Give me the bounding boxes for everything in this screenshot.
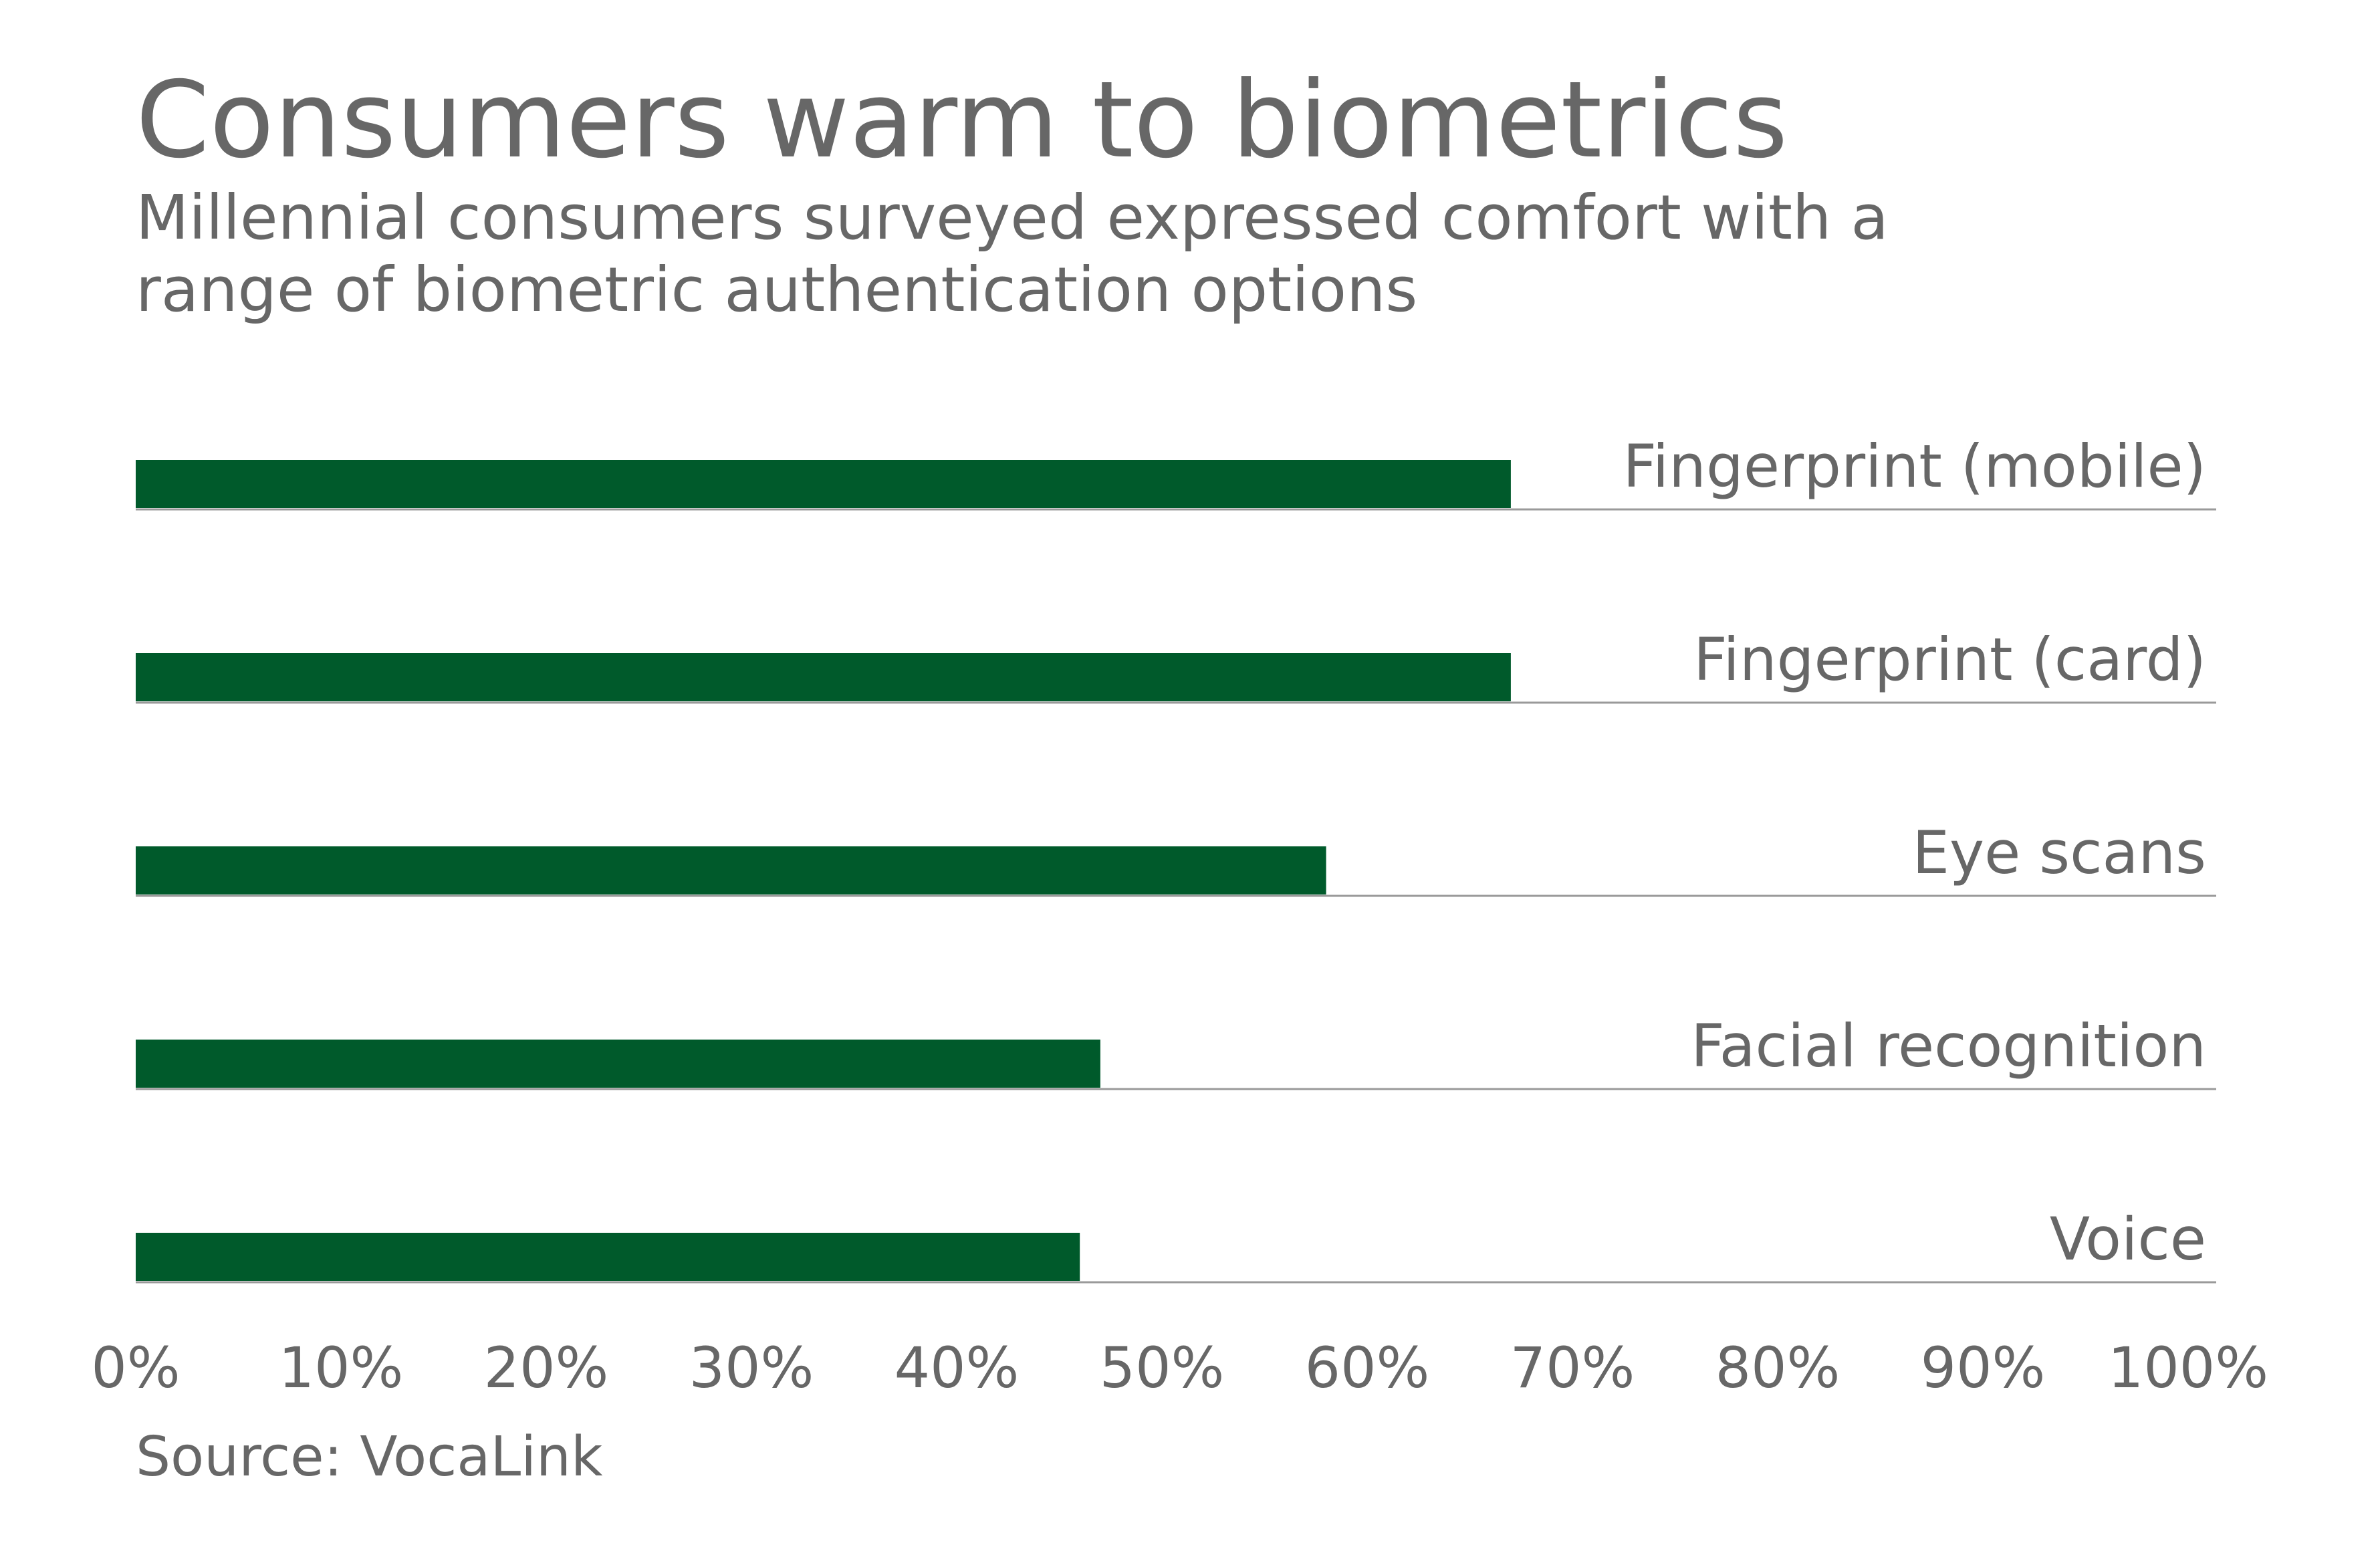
category-label: Eye scans xyxy=(1912,818,2206,887)
x-tick-label: 20% xyxy=(484,1335,609,1401)
bar-voice xyxy=(136,1233,1080,1281)
bar-eye-scans xyxy=(136,846,1326,894)
x-tick-label: 40% xyxy=(895,1335,1020,1401)
category-label: Fingerprint (card) xyxy=(1693,625,2206,694)
x-tick-label: 80% xyxy=(1715,1335,1840,1401)
x-tick-label: 0% xyxy=(91,1335,180,1401)
source-note: Source: VocaLink xyxy=(136,1425,603,1489)
category-label: Fingerprint (mobile) xyxy=(1623,432,2206,501)
x-tick-label: 90% xyxy=(1921,1335,2046,1401)
chart-title: Consumers warm to biometrics xyxy=(136,59,1788,182)
bar-fingerprint-mobile xyxy=(136,460,1511,508)
x-tick-label: 10% xyxy=(279,1335,404,1401)
category-label: Voice xyxy=(2050,1205,2206,1274)
x-tick-label: 60% xyxy=(1305,1335,1430,1401)
bar-facial-recognition xyxy=(136,1040,1100,1088)
x-tick-label: 100% xyxy=(2108,1335,2268,1401)
x-tick-label: 70% xyxy=(1510,1335,1635,1401)
x-tick-label: 30% xyxy=(689,1335,814,1401)
category-label: Facial recognition xyxy=(1691,1011,2206,1080)
x-tick-label: 50% xyxy=(1100,1335,1225,1401)
chart-subtitle: Millennial consumers surveyed expressed … xyxy=(136,182,1889,326)
bar-fingerprint-card xyxy=(136,653,1511,701)
